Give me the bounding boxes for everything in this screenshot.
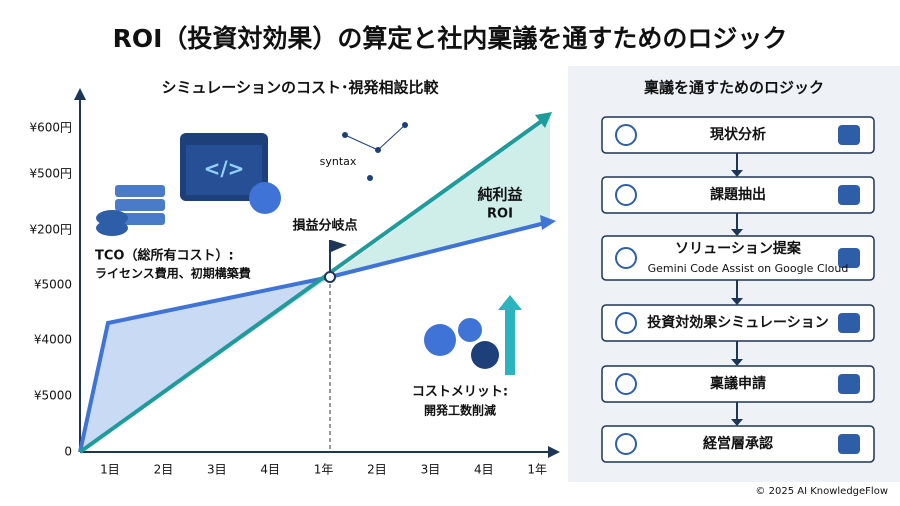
breakeven-label: 損益分岐点	[292, 218, 357, 234]
right-title: 稟議を通すためのロジック	[644, 79, 824, 97]
cost-line	[78, 221, 546, 453]
x-axis-label: 4目	[474, 463, 494, 477]
y-axis-label: ¥4000	[34, 333, 72, 347]
step-icon	[615, 312, 637, 334]
step-arrow-head	[731, 359, 743, 366]
step-icon	[615, 124, 637, 146]
y-axis-label: ¥600円	[29, 121, 72, 135]
y-arrow	[74, 88, 86, 100]
step-label: 経営層承認	[703, 435, 773, 452]
step-label: 課題抽出	[710, 186, 766, 203]
step-label: 稟議申請	[709, 375, 766, 392]
y-axis-label: ¥5000	[34, 278, 72, 292]
step-label: 現状分析	[710, 126, 766, 143]
profit-label: ROI	[487, 207, 513, 222]
step-icon	[838, 185, 860, 205]
step-icon	[838, 374, 860, 394]
step-label: 投資対効果シミュレーション	[647, 314, 828, 331]
x-axis-label: 3目	[421, 463, 441, 477]
step-icon	[615, 433, 637, 455]
step-icon	[838, 125, 860, 145]
step-box	[601, 425, 875, 463]
step-icon	[615, 184, 637, 206]
x-axis-label: 2目	[367, 463, 387, 477]
step-label: ソリューション提案	[675, 240, 802, 257]
step-icon	[838, 313, 860, 333]
step-icon	[838, 248, 860, 268]
revenue-line	[78, 118, 545, 454]
step-icon	[615, 247, 637, 269]
breakeven-point	[324, 271, 336, 283]
x-axis-label: 1年	[527, 463, 547, 477]
x-axis-label: 2目	[154, 463, 174, 477]
y-axis-label: ¥500円	[29, 167, 72, 181]
tco-label: TCO（総所有コスト）:	[95, 248, 234, 264]
title: ROI（投資対効果）の算定と社内稟議を通すためのロジック	[113, 24, 788, 53]
merit-label: コストメリット:	[412, 385, 508, 400]
x-arrow	[548, 446, 560, 458]
step-icon	[615, 373, 637, 395]
x-axis-label: 1年	[314, 463, 334, 477]
step-arrow-head	[731, 298, 743, 305]
footer: © 2025 AI KnowledgeFlow	[755, 486, 888, 497]
profit-label: 純利益	[477, 186, 522, 204]
revenue-arrow	[535, 112, 552, 128]
svg-text:</>: </>	[204, 157, 245, 181]
cost-arrow	[540, 215, 556, 230]
subtitle: シミュレーションのコスト･視発相設比較	[162, 79, 440, 97]
step-arrow-head	[731, 419, 743, 426]
step-arrow-head	[731, 170, 743, 177]
x-axis-label: 1目	[100, 463, 120, 477]
y-axis-label: 0	[64, 445, 72, 459]
step-sub: Gemini Code Assist on Google Cloud	[648, 262, 849, 275]
y-axis-label: ¥200円	[29, 223, 72, 237]
step-icon	[838, 434, 860, 454]
decor-icons: </>	[96, 122, 522, 375]
y-axis-label: ¥5000	[34, 389, 72, 403]
syntax-label: syntax	[320, 155, 357, 168]
x-axis-label: 3目	[207, 463, 227, 477]
x-axis-label: 4目	[260, 463, 280, 477]
flag	[331, 240, 347, 252]
step-arrow-head	[731, 229, 743, 236]
tco-label: ライセンス費用、初期構築費	[95, 266, 251, 281]
merit-label: 開発工数削減	[424, 403, 496, 418]
